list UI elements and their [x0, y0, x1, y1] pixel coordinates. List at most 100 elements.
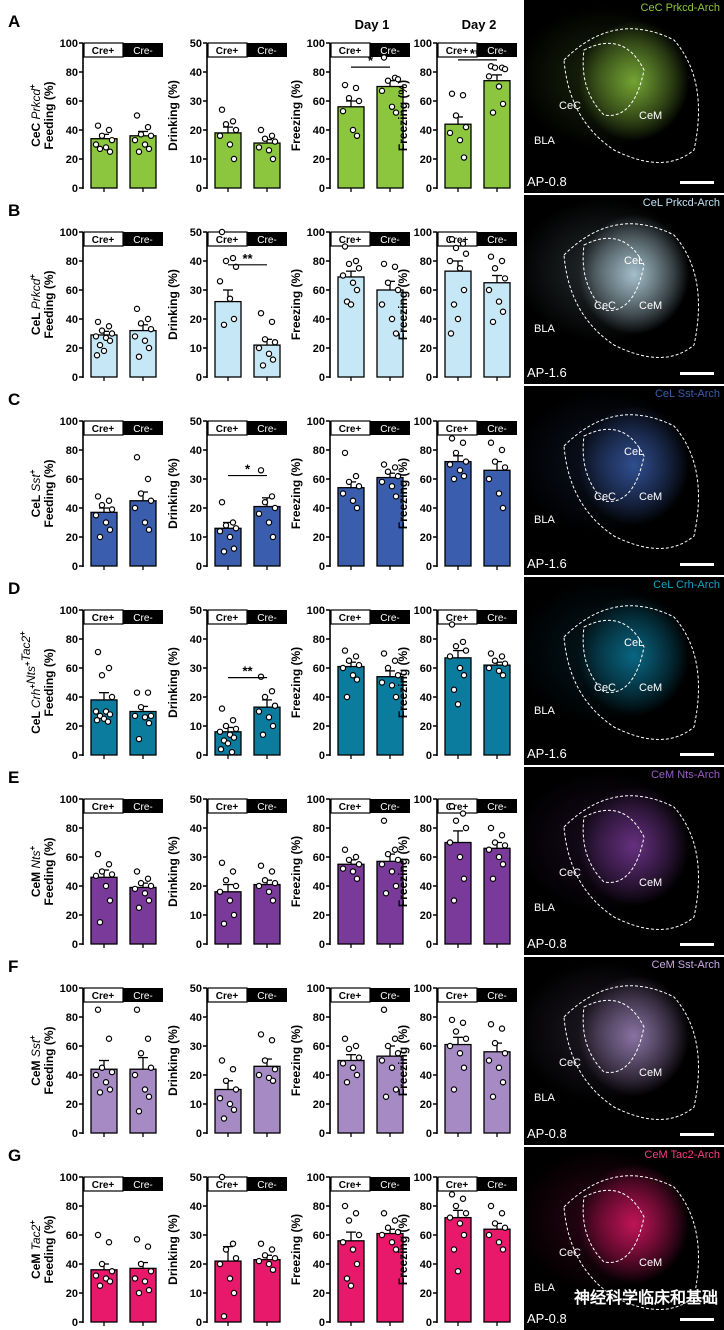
data-point	[460, 154, 468, 161]
data-point	[355, 483, 363, 490]
data-point	[133, 112, 141, 119]
legend-cre-neg: Cre-	[487, 802, 506, 813]
data-point	[462, 458, 470, 465]
data-point	[498, 446, 506, 454]
data-point	[268, 493, 276, 500]
data-point	[232, 1254, 240, 1262]
data-point	[268, 132, 276, 139]
data-point	[394, 472, 402, 480]
data-point	[261, 336, 269, 343]
legend-cre-pos: Cre+	[339, 991, 362, 1002]
data-point	[106, 711, 114, 718]
legend-cre-neg-box	[370, 1177, 410, 1191]
data-point	[102, 882, 110, 890]
data-point	[355, 661, 363, 669]
data-point	[133, 689, 141, 696]
legend-cre-neg: Cre-	[380, 991, 399, 1002]
data-point	[226, 1275, 234, 1282]
data-point	[487, 1021, 495, 1028]
y-tick-label: 20	[420, 1288, 432, 1300]
y-tick-label: 0	[426, 750, 432, 762]
data-point	[345, 657, 353, 664]
y-tick-label: 60	[66, 96, 78, 108]
row-label: CeL Prkcd+	[28, 274, 43, 335]
data-point	[137, 490, 145, 497]
data-point	[92, 708, 100, 715]
data-point	[349, 868, 357, 875]
bar-cre-neg	[483, 80, 511, 189]
data-point	[222, 1246, 230, 1253]
data-point	[98, 132, 106, 139]
data-point	[353, 132, 361, 139]
y-tick-label: 40	[66, 692, 78, 704]
legend-cre-neg-box	[370, 43, 410, 57]
data-point	[98, 672, 106, 679]
data-point	[459, 91, 467, 99]
legend-cre-neg: Cre-	[133, 235, 152, 246]
data-point	[450, 897, 458, 904]
data-point	[141, 1086, 149, 1093]
data-point	[462, 1035, 470, 1042]
chart-c-1: Feeding (%) 0 20 40 60 80 100 Cre+ Cre-	[42, 416, 163, 573]
bar-cre-pos	[214, 132, 242, 189]
data-point	[460, 472, 468, 480]
data-point	[229, 717, 237, 724]
bar-cre-pos	[214, 300, 242, 378]
legend-cre-neg-box	[123, 1177, 163, 1191]
legend-cre-neg: Cre-	[380, 46, 399, 57]
y-tick-label: 80	[313, 634, 325, 646]
legend-cre-neg: Cre-	[133, 1180, 152, 1191]
legend-cre-pos: Cre+	[339, 46, 362, 57]
data-point	[352, 84, 360, 92]
data-point	[448, 621, 456, 628]
chart-g-2: Drinking (%) 0 10 20 30 40 50 Cre+ Cre-	[166, 1172, 287, 1329]
y-tick-label: 0	[196, 372, 202, 384]
y-tick-label: 50	[190, 605, 202, 617]
data-point	[220, 548, 228, 555]
data-point	[380, 461, 388, 468]
y-tick-label: 60	[313, 96, 325, 108]
legend-cre-pos: Cre+	[339, 1180, 362, 1191]
legend-cre-neg: Cre-	[257, 991, 276, 1002]
y-axis-label: Freezing (%)	[396, 647, 410, 718]
data-point	[491, 657, 499, 664]
data-point	[133, 868, 141, 875]
data-point	[392, 1246, 400, 1253]
y-tick-label: 100	[414, 38, 432, 50]
data-point	[102, 519, 110, 526]
data-point	[384, 468, 392, 475]
region-label: CeM	[639, 1257, 663, 1269]
data-point	[269, 1077, 277, 1085]
y-axis-label: Feeding (%)	[42, 648, 56, 716]
legend-cre-neg: Cre-	[133, 424, 152, 435]
data-point	[460, 286, 468, 294]
data-point	[456, 467, 464, 474]
chart-b-1: Feeding (%) 0 20 40 60 80 100 Cre+ Cre-	[42, 227, 163, 384]
y-axis-label: Freezing (%)	[289, 647, 303, 718]
y-tick-label: 20	[313, 910, 325, 922]
data-point	[459, 1195, 467, 1202]
y-tick-label: 0	[319, 1317, 325, 1329]
y-tick-label: 0	[72, 939, 78, 951]
chart-a-2: Drinking (%) 0 10 20 30 40 50 Cre+ Cre-	[166, 38, 287, 195]
legend-cre-neg-box	[247, 1177, 287, 1191]
region-outline	[563, 605, 699, 740]
data-point	[226, 1100, 234, 1108]
legend-cre-neg: Cre-	[487, 1180, 506, 1191]
data-point	[501, 842, 509, 849]
data-point	[104, 718, 112, 725]
data-point	[265, 519, 273, 526]
data-point	[341, 1202, 349, 1210]
data-point	[355, 1054, 363, 1061]
legend-cre-neg: Cre-	[380, 235, 399, 246]
y-axis-label: Drinking (%)	[166, 836, 180, 907]
data-point	[96, 1089, 104, 1096]
data-point	[452, 817, 460, 824]
y-tick-label: 100	[414, 227, 432, 239]
data-point	[352, 653, 360, 660]
data-point	[147, 712, 155, 720]
data-point	[499, 1079, 507, 1086]
y-tick-label: 30	[190, 1041, 202, 1053]
y-tick-label: 10	[190, 721, 202, 733]
